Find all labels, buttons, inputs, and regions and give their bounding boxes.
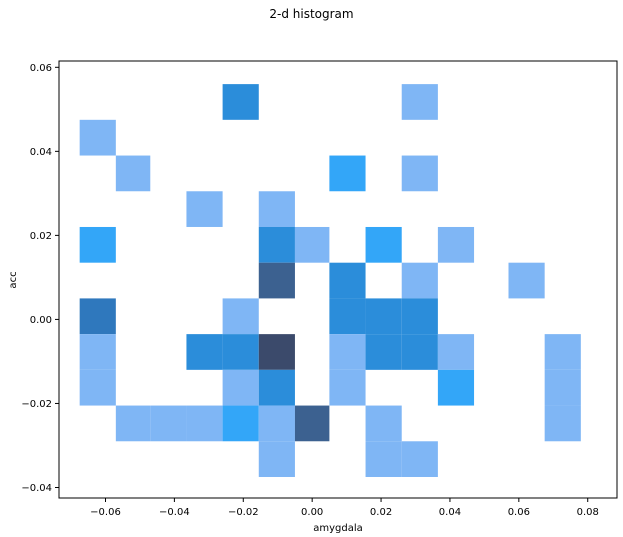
y-tick-label: −0.04 [21, 483, 52, 494]
x-tick-label: 0.08 [577, 507, 599, 518]
heatmap-cell [222, 84, 259, 120]
y-tick-label: 0.00 [30, 315, 52, 326]
plot-frame [58, 60, 618, 499]
heatmap-cell [401, 441, 438, 477]
heatmap-cell [258, 334, 295, 370]
x-axis-label: amygdala [313, 523, 363, 534]
heatmap-cell [365, 334, 402, 370]
x-axis: −0.06 −0.04 −0.02 0.00 0.02 0.04 0.06 0.08 [90, 498, 599, 518]
heatmap-cell [544, 369, 581, 406]
x-tick-label: −0.04 [159, 507, 190, 518]
heatmap-cell [329, 334, 366, 370]
x-tick-label: −0.02 [228, 507, 259, 518]
heatmap-cell [258, 369, 295, 406]
heatmap-cell [258, 441, 295, 477]
heatmap-cell [79, 298, 116, 335]
chart-title: 2-d histogram [269, 7, 353, 21]
heatmap-cell [329, 369, 366, 406]
heatmap-cell [544, 405, 581, 442]
heatmap-cell [294, 226, 330, 263]
x-tick-label: −0.06 [90, 507, 121, 518]
heatmap-cell [79, 226, 116, 263]
heatmap-cell [258, 191, 295, 227]
heatmap-cell [329, 298, 366, 335]
heatmap-cell [294, 405, 330, 442]
heatmap-cell [186, 334, 223, 370]
heatmap-cell [115, 155, 151, 192]
heatmap-cell [365, 405, 402, 442]
heatmap-cell [79, 369, 116, 406]
heatmap-cell [544, 334, 581, 370]
heatmap-cells [79, 84, 581, 477]
x-tick-label: 0.00 [301, 507, 323, 518]
heatmap-cell [508, 262, 545, 299]
heatmap-cell [365, 441, 402, 477]
y-tick-label: 0.06 [30, 63, 52, 74]
x-tick-label: 0.04 [439, 507, 461, 518]
y-tick-label: 0.02 [30, 231, 52, 242]
heatmap-cell [258, 405, 295, 442]
heatmap-cell [258, 262, 295, 299]
heatmap-cell [401, 334, 438, 370]
heatmap-cell [186, 405, 223, 442]
x-tick-label: 0.02 [370, 507, 392, 518]
heatmap-cell [222, 369, 259, 406]
heatmap-cell [79, 119, 116, 156]
heatmap-cell [401, 298, 438, 335]
heatmap-cell [186, 191, 223, 227]
heatmap-cell [401, 155, 438, 192]
heatmap-cell [222, 298, 259, 335]
y-tick-label: −0.02 [21, 399, 52, 410]
heatmap-cell [115, 405, 151, 442]
heatmap-cell [258, 226, 295, 263]
heatmap-cell [222, 334, 259, 370]
y-tick-label: 0.04 [30, 147, 52, 158]
x-tick-label: 0.06 [508, 507, 530, 518]
y-axis: −0.04 −0.02 0.00 0.02 0.04 0.06 [21, 63, 59, 494]
heatmap-cell [401, 262, 438, 299]
heatmap-cell [437, 334, 475, 370]
heatmap-cell [401, 84, 438, 120]
heatmap-cell [437, 226, 475, 263]
heatmap-cell [437, 369, 475, 406]
heatmap-cell [150, 405, 187, 442]
heatmap-cell [222, 405, 259, 442]
heatmap-cell [365, 298, 402, 335]
heatmap-cell [329, 262, 366, 299]
y-axis-label: acc [8, 271, 19, 288]
heatmap-cell [79, 334, 116, 370]
heatmap-cell [365, 226, 402, 263]
heatmap-cell [329, 155, 366, 192]
